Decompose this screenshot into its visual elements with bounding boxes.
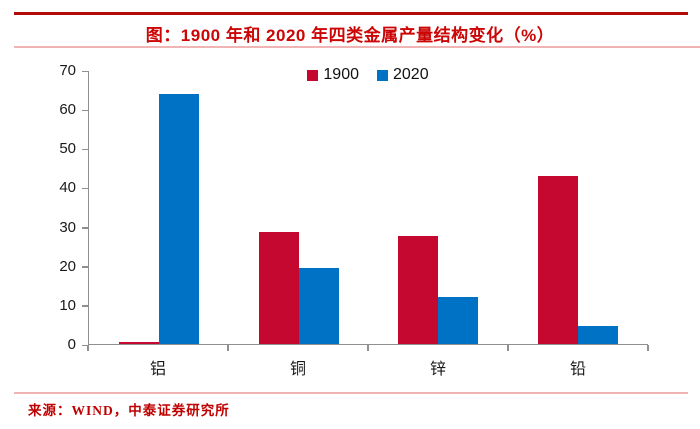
bar-铝-1900 [118, 342, 159, 344]
y-tick-label: 30 [59, 218, 76, 236]
chart-legend: 1900 2020 [88, 66, 648, 84]
legend-label: 1900 [323, 66, 359, 83]
bar-锌-2020 [438, 297, 479, 344]
legend-item-1900: 1900 [307, 66, 359, 84]
source-note: 来源：WIND，中泰证券研究所 [28, 403, 230, 418]
bar-铜-2020 [298, 267, 339, 344]
y-tick-mark [82, 227, 88, 229]
y-tick-mark [82, 344, 88, 346]
bar-铜-1900 [258, 232, 299, 344]
bar-groups [89, 71, 648, 344]
legend-swatch-1900 [307, 69, 319, 81]
y-tick-mark [82, 305, 88, 307]
x-tick-mark [227, 345, 229, 351]
bar-group-铅 [508, 71, 648, 344]
x-tick-label-铜: 铜 [289, 361, 306, 378]
legend-label: 2020 [393, 66, 429, 83]
y-tick-mark [82, 109, 88, 112]
y-tick-mark [82, 266, 88, 268]
x-tick-label-铝: 铝 [149, 361, 166, 378]
y-tick-label: 10 [59, 296, 76, 314]
y-tick-mark [82, 70, 88, 72]
x-tick-mark [87, 345, 89, 351]
bar-group-铝 [89, 71, 229, 344]
x-tick-mark [507, 345, 509, 351]
y-tick-label: 0 [67, 336, 76, 353]
bar-group-锌 [369, 71, 509, 344]
y-tick-label: 20 [59, 257, 76, 275]
y-tick-label: 60 [59, 101, 76, 119]
title-divider-rule [14, 46, 700, 48]
legend-swatch-2020 [377, 69, 388, 81]
y-tick-label: 70 [59, 62, 76, 79]
plot-area [88, 71, 648, 345]
legend-item-2020: 2020 [377, 66, 429, 84]
y-tick-mark [82, 187, 88, 190]
chart-title: 图：1900 年和 2020 年四类金属产量结构变化（%） [145, 26, 555, 45]
bar-铝-2020 [158, 93, 199, 344]
bar-铅-1900 [538, 175, 579, 344]
footer-divider-rule [14, 392, 688, 394]
x-tick-label-铅: 铅 [569, 361, 586, 378]
y-tick-label: 40 [59, 179, 76, 197]
x-tick-mark [367, 345, 369, 351]
y-tick-mark [82, 148, 88, 151]
y-tick-label: 50 [59, 140, 76, 158]
x-tick-label-锌: 锌 [429, 361, 446, 378]
bar-锌-1900 [398, 236, 439, 344]
bar-group-铜 [229, 71, 369, 344]
top-rule [14, 12, 688, 15]
x-tick-mark [647, 345, 649, 351]
bar-铅-2020 [578, 326, 619, 344]
